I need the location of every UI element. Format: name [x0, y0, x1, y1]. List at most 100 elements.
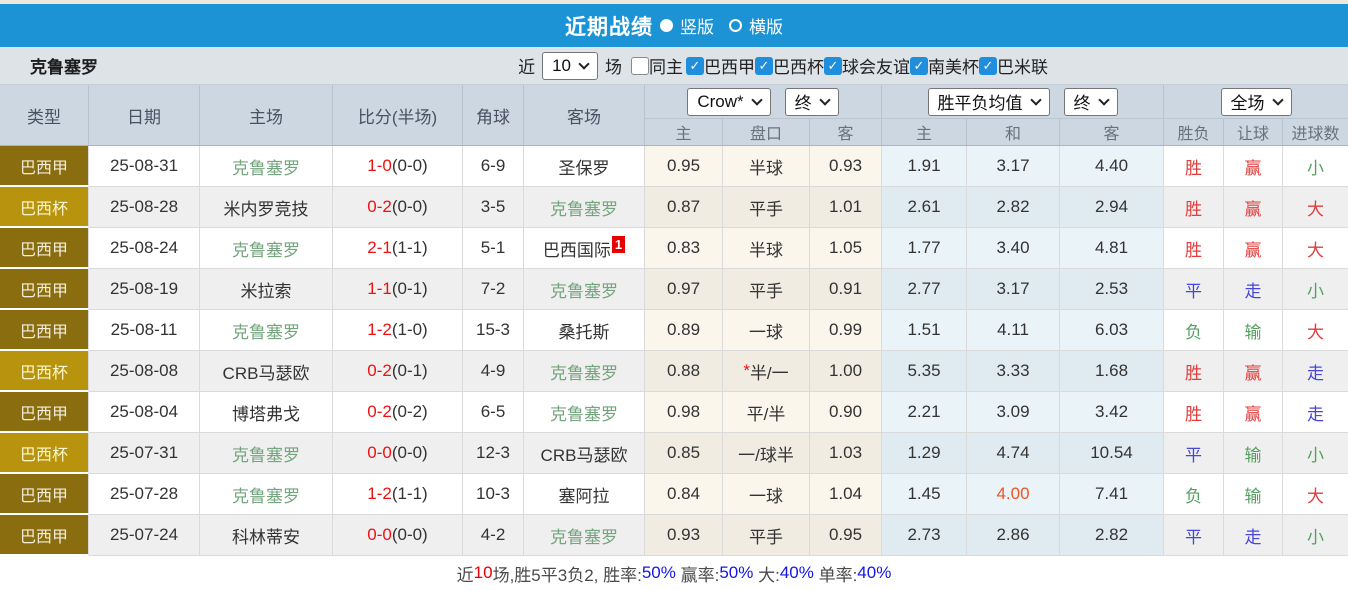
type-badge: 巴西甲: [0, 310, 89, 351]
corners-cell: 6-5: [463, 392, 524, 433]
score-cell: 1-1 (0-1): [333, 269, 463, 310]
checkbox-checked-icon[interactable]: ✓: [824, 56, 842, 75]
fulltime-score: 0-0: [367, 525, 392, 544]
radio-vertical-layout[interactable]: [660, 19, 673, 32]
date-cell: 25-07-28: [89, 474, 200, 515]
halftime-score: (0-1): [391, 361, 428, 380]
bookmaker-time-select[interactable]: 终: [784, 87, 839, 116]
home-team-cell: 克鲁塞罗: [200, 310, 333, 351]
same-home-filter[interactable]: 同主: [631, 53, 683, 78]
avg-draw-cell: 4.11: [967, 310, 1060, 351]
home-team-cell: 克鲁塞罗: [200, 146, 333, 187]
score-cell: 1-2 (1-0): [333, 310, 463, 351]
result-goals-cell: 大: [1283, 228, 1348, 269]
avg-lose-cell: 6.03: [1060, 310, 1164, 351]
avg-lose-cell: 4.81: [1060, 228, 1164, 269]
score-cell: 0-2 (0-2): [333, 392, 463, 433]
chevron-down-icon: [1271, 93, 1284, 106]
bookmaker-time-value: 终: [794, 94, 812, 113]
average-time-select[interactable]: 终: [1063, 87, 1118, 116]
type-badge: 巴西甲: [0, 269, 89, 310]
handicap-cell: 半球: [723, 228, 810, 269]
table-row: 巴西杯 25-08-28 米内罗竞技 0-2 (0-0) 3-5 克鲁塞罗 0.87 平手 1.0…: [0, 187, 1348, 228]
bookmaker-select[interactable]: Crow*: [687, 87, 771, 116]
radio-horizontal-layout[interactable]: [729, 19, 742, 32]
league-filter[interactable]: ✓ 巴米联: [979, 53, 1048, 78]
summary-segment: 10: [473, 563, 493, 582]
average-header-group: 胜平负均值 终: [882, 85, 1164, 119]
type-badge: 巴西甲: [0, 392, 89, 433]
away-team-cell: 克鲁塞罗: [524, 515, 645, 556]
fulltime-score: 1-1: [367, 279, 392, 298]
checkbox-unchecked-icon[interactable]: [631, 56, 649, 75]
result-goals-cell: 大: [1283, 310, 1348, 351]
average-select-value: 胜平负均值: [937, 94, 1023, 113]
avg-lose-cell: 2.53: [1060, 269, 1164, 310]
handicap-cell: 平手: [723, 187, 810, 228]
avg-lose-cell: 2.94: [1060, 187, 1164, 228]
date-cell: 25-07-24: [89, 515, 200, 556]
scope-select[interactable]: 全场: [1220, 87, 1292, 116]
home-odds-cell: 0.93: [645, 515, 723, 556]
fulltime-score: 0-2: [367, 402, 392, 421]
table-row: 巴西甲 25-08-24 克鲁塞罗 2-1 (1-1) 5-1 巴西国际 1 0.83 半球 1.0…: [0, 228, 1348, 269]
league-filter[interactable]: ✓ 巴西甲: [686, 53, 755, 78]
average-select[interactable]: 胜平负均值: [927, 87, 1050, 116]
result-handicap-cell: 输: [1224, 474, 1283, 515]
away-team-name: 巴西国际: [542, 240, 611, 260]
team-name: 克鲁塞罗: [30, 58, 98, 77]
result-outcome-cell: 平: [1164, 515, 1224, 556]
handicap-cell: 平手: [723, 515, 810, 556]
away-team-cell: 桑托斯: [524, 310, 645, 351]
checkbox-checked-icon[interactable]: ✓: [686, 56, 704, 75]
avg-draw-cell: 3.33: [967, 351, 1060, 392]
summary-line: 近 10 场,胜5平3负2, 胜率: 50% 赢率: 50% 大: 40% 单率: 40%: [0, 556, 1348, 590]
away-team-cell: 克鲁塞罗: [524, 392, 645, 433]
result-outcome-cell: 平: [1164, 269, 1224, 310]
subheader-avg-draw: 和: [967, 119, 1060, 145]
avg-win-cell: 2.73: [882, 515, 967, 556]
league-filter[interactable]: ✓ 南美杯: [910, 53, 979, 78]
home-team-cell: 米拉索: [200, 269, 333, 310]
type-badge: 巴西杯: [0, 351, 89, 392]
away-odds-cell: 0.91: [810, 269, 882, 310]
away-team-name: 桑托斯: [558, 322, 610, 342]
scope-header-group: 全场: [1164, 85, 1348, 119]
summary-segment: 赢率:: [675, 565, 720, 585]
league-filter[interactable]: ✓ 巴西杯: [755, 53, 824, 78]
away-odds-cell: 0.90: [810, 392, 882, 433]
checkbox-checked-icon[interactable]: ✓: [910, 56, 928, 75]
red-number-badge: 1: [611, 235, 626, 253]
result-handicap-cell: 输: [1224, 310, 1283, 351]
result-outcome-cell: 平: [1164, 433, 1224, 474]
checkbox-checked-icon[interactable]: ✓: [755, 56, 773, 75]
table-row: 巴西杯 25-08-08 CRB马瑟欧 0-2 (0-1) 4-9 克鲁塞罗 0.88 * 半/一…: [0, 351, 1348, 392]
league-filter[interactable]: ✓ 球会友谊: [824, 53, 910, 78]
scope-select-value: 全场: [1230, 94, 1265, 113]
checkbox-checked-icon[interactable]: ✓: [979, 56, 997, 75]
home-odds-cell: 0.84: [645, 474, 723, 515]
table-row: 巴西甲 25-08-19 米拉索 1-1 (0-1) 7-2 克鲁塞罗 0.97 平手 0.91 2…: [0, 269, 1348, 310]
result-goals-cell: 大: [1283, 187, 1348, 228]
avg-win-cell: 1.29: [882, 433, 967, 474]
avg-draw-cell: 4.74: [967, 433, 1060, 474]
avg-win-cell: 2.61: [882, 187, 967, 228]
result-handicap-cell: 赢: [1224, 351, 1283, 392]
away-team-cell: 克鲁塞罗: [524, 351, 645, 392]
bookmaker-select-value: Crow*: [697, 91, 744, 111]
halftime-score: (1-0): [391, 320, 428, 339]
league-filter-label: 球会友谊: [842, 58, 910, 77]
summary-segment: 近: [456, 565, 474, 585]
home-team-cell: 克鲁塞罗: [200, 474, 333, 515]
result-handicap-cell: 走: [1224, 269, 1283, 310]
subheader-odds-away: 客: [810, 119, 882, 145]
result-goals-cell: 小: [1283, 146, 1348, 187]
match-count-select[interactable]: 10: [542, 51, 598, 80]
subheader-avg-lose: 客: [1060, 119, 1164, 145]
away-odds-cell: 0.95: [810, 515, 882, 556]
table-body: 巴西甲 25-08-31 克鲁塞罗 1-0 (0-0) 6-9 圣保罗 0.95 半球 0.93 1…: [0, 146, 1348, 556]
result-handicap-cell: 走: [1224, 515, 1283, 556]
col-header-corners: 角球: [463, 85, 524, 145]
avg-lose-cell: 3.42: [1060, 392, 1164, 433]
chevron-down-icon: [578, 57, 590, 70]
